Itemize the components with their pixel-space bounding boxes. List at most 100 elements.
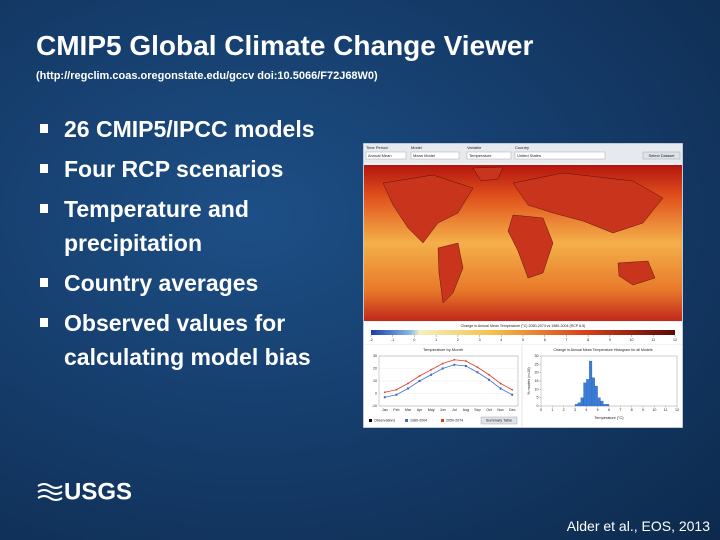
histogram-bar — [577, 402, 581, 407]
select-box — [410, 151, 460, 160]
data-point — [476, 371, 479, 374]
bullet-text: 26 CMIP5/IPCC models — [64, 116, 315, 142]
x-tick-label: Aug — [463, 408, 469, 412]
bullet-text: Temperature and precipitation — [64, 196, 249, 256]
select-value: Mean Model — [413, 153, 435, 158]
map-landmass — [617, 260, 656, 286]
bullet-marker — [40, 278, 48, 287]
bullet: Country averages — [40, 266, 336, 300]
histogram-bar — [586, 379, 590, 407]
bullet-marker — [40, 318, 48, 327]
colorbar-tick-label: 10 — [630, 338, 634, 342]
bullet-text: Country averages — [64, 270, 259, 296]
x-tick-label: Jun — [440, 408, 446, 412]
data-point — [383, 391, 386, 394]
histogram-bar — [606, 404, 610, 407]
button-label: Summary Table — [486, 419, 512, 423]
bullet-text: Four RCP scenarios — [64, 156, 284, 182]
bullet: Temperature and precipitation — [40, 192, 336, 260]
data-point — [488, 378, 490, 381]
histogram-bar — [580, 397, 584, 407]
map-landmass — [382, 174, 474, 244]
colorbar-tick-label: 0 — [413, 338, 415, 342]
title: CMIP5 Global Climate Change Viewer — [36, 30, 534, 61]
x-tick-label: 12 — [675, 408, 679, 412]
x-tick-label: 0 — [540, 408, 542, 412]
data-point — [383, 396, 386, 399]
data-point — [430, 368, 433, 371]
data-point — [395, 393, 398, 396]
control-label: Country — [515, 145, 529, 150]
select-dataset-button — [642, 151, 681, 160]
control-label: Time Period: — [366, 145, 389, 150]
viewer-screenshot: Time Period: Model Variable Country Annual M… — [363, 143, 683, 428]
map-landmass — [512, 172, 664, 234]
bullet-marker — [40, 124, 48, 133]
button-label: Select Dataset — [648, 153, 675, 158]
colorbar-tick-label: 9 — [609, 338, 611, 342]
summary-button — [480, 416, 518, 425]
data-point — [430, 373, 433, 376]
bullet: Observed values for calculating model bi… — [40, 306, 336, 374]
x-tick-label: 4 — [585, 408, 587, 412]
x-tick-label: Jan — [382, 408, 388, 412]
select-value: United States — [517, 153, 541, 158]
x-tick-label: 9 — [642, 408, 644, 412]
colorbar-tick-label: 11 — [651, 338, 655, 342]
subtitle: (http://regclim.coas.oregonstate.edu/gcc… — [36, 70, 378, 82]
colorbar — [371, 330, 675, 335]
y-tick-label: 20 — [373, 366, 377, 370]
colorbar-tick-label: 8 — [587, 338, 589, 342]
select-value: Annual Mean — [368, 153, 392, 158]
colorbar-tick-label: 7 — [565, 338, 567, 342]
x-tick-label: 7 — [619, 408, 621, 412]
legend-swatch — [405, 419, 408, 422]
data-point — [418, 380, 421, 382]
series-line — [384, 364, 513, 398]
colorbar-tick-label: 6 — [544, 338, 546, 342]
x-tick-label: 8 — [631, 408, 633, 412]
colorbar-tick-label: -1 — [391, 338, 394, 342]
y-tick-label: 15 — [535, 379, 539, 383]
data-point — [441, 367, 444, 370]
bullet: 26 CMIP5/IPCC models — [40, 112, 336, 146]
legend-label: 1980-2004 — [410, 419, 427, 423]
histogram-bar — [600, 400, 604, 407]
colorbar-tick-label: 5 — [522, 338, 524, 342]
histogram-bar — [591, 377, 595, 407]
colorbar-title: Change in Annual Mean Temperature (°C) 2… — [461, 324, 586, 328]
colorbar-tick-label: 12 — [673, 338, 677, 342]
select-value: Temperature — [469, 153, 492, 158]
legend-label: Observations — [374, 419, 395, 423]
x-tick-label: 10 — [652, 408, 656, 412]
map-landmass — [507, 214, 554, 279]
data-point — [511, 393, 514, 396]
control-label: Model — [411, 145, 422, 150]
data-point — [499, 387, 502, 390]
colorbar-tick-label: 4 — [500, 338, 502, 342]
x-tick-label: May — [428, 408, 435, 412]
colorbar-tick-label: 1 — [435, 338, 437, 342]
data-point — [464, 365, 467, 367]
select-box — [514, 151, 606, 160]
histogram-bar — [583, 382, 587, 407]
bullet-text: Observed values for calculating model bi… — [64, 310, 311, 370]
legend-swatch — [441, 419, 444, 422]
y-axis-label: % models (n=26) — [527, 367, 531, 394]
bullet-marker — [40, 164, 48, 173]
x-tick-label: Sep — [474, 408, 480, 412]
y-tick-label: 25 — [535, 362, 539, 366]
colorbar-tick-label: 2 — [457, 338, 459, 342]
usgs-logo: USGS — [37, 478, 132, 505]
y-tick-label: 10 — [373, 379, 377, 383]
histogram-bar — [597, 397, 601, 407]
select-box — [466, 151, 512, 160]
data-point — [395, 388, 398, 391]
y-tick-label: 5 — [537, 396, 539, 400]
data-point — [464, 360, 467, 362]
citation: Alder et al., EOS, 2013 — [566, 518, 710, 534]
x-tick-label: 11 — [664, 408, 668, 412]
x-tick-label: Apr — [417, 408, 423, 412]
y-tick-label: 30 — [535, 354, 539, 358]
